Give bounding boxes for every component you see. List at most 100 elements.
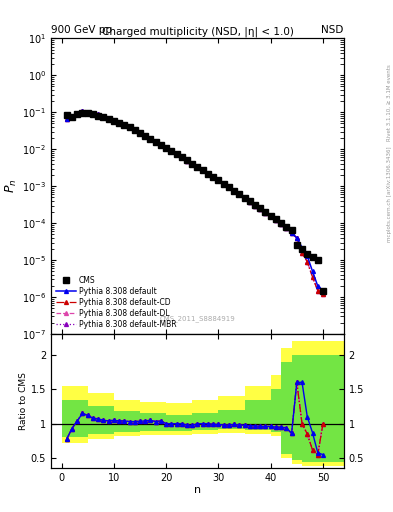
Pythia 8.308 default-MBR (70, 113, 74, 119)
Pythia 8.308 default (274, 217, 278, 223)
Pythia 8.308 default-CD (106, 115, 111, 121)
Pythia 8.308 default-CD (158, 141, 163, 147)
Pythia 8.308 default-CD (132, 126, 137, 133)
Pythia 8.308 default-MBR (132, 126, 137, 133)
CMS (279, 220, 283, 226)
Pythia 8.308 default-DL (321, 291, 325, 297)
Pythia 8.308 default-MBR (96, 111, 101, 117)
CMS (195, 164, 200, 170)
Line: CMS: CMS (64, 110, 326, 293)
CMS (112, 118, 116, 124)
Pythia 8.308 default (122, 121, 127, 127)
CMS (106, 116, 111, 122)
Pythia 8.308 default (185, 158, 189, 164)
CMS (180, 155, 184, 161)
Pythia 8.308 default-DL (85, 109, 90, 115)
Pythia 8.308 default-MBR (169, 148, 174, 154)
Pythia 8.308 default (321, 288, 325, 294)
Pythia 8.308 default-DL (70, 113, 74, 119)
Pythia 8.308 default-CD (143, 132, 147, 138)
Pythia 8.308 default-MBR (305, 259, 310, 265)
Pythia 8.308 default-CD (232, 188, 237, 194)
Pythia 8.308 default-MBR (279, 221, 283, 227)
Pythia 8.308 default-MBR (148, 135, 153, 141)
Pythia 8.308 default-CD (164, 145, 169, 151)
Pythia 8.308 default-DL (169, 148, 174, 154)
Pythia 8.308 default (195, 164, 200, 170)
Pythia 8.308 default (211, 174, 215, 180)
Pythia 8.308 default-DL (190, 161, 195, 167)
Pythia 8.308 default-DL (174, 151, 179, 157)
CMS (294, 242, 299, 248)
Pythia 8.308 default (138, 129, 142, 135)
Line: Pythia 8.308 default-DL: Pythia 8.308 default-DL (65, 109, 325, 296)
CMS (185, 157, 189, 163)
Pythia 8.308 default-MBR (258, 206, 263, 212)
Pythia 8.308 default-MBR (253, 202, 257, 208)
Pythia 8.308 default (96, 111, 101, 117)
Pythia 8.308 default-CD (101, 113, 106, 119)
Pythia 8.308 default-MBR (153, 138, 158, 144)
Pythia 8.308 default-DL (242, 195, 247, 201)
Pythia 8.308 default-DL (106, 115, 111, 121)
Pythia 8.308 default-MBR (216, 177, 221, 183)
Pythia 8.308 default-CD (138, 129, 142, 135)
Line: Pythia 8.308 default: Pythia 8.308 default (65, 109, 325, 292)
Pythia 8.308 default-DL (180, 155, 184, 161)
Legend: CMS, Pythia 8.308 default, Pythia 8.308 default-CD, Pythia 8.308 default-DL, Pyt: CMS, Pythia 8.308 default, Pythia 8.308 … (55, 274, 178, 330)
Pythia 8.308 default-DL (158, 141, 163, 147)
Pythia 8.308 default-DL (206, 170, 210, 177)
Text: mcplots.cern.ch [arXiv:1306.3436]: mcplots.cern.ch [arXiv:1306.3436] (387, 147, 392, 242)
Pythia 8.308 default-MBR (127, 124, 132, 130)
Pythia 8.308 default (305, 253, 310, 259)
Pythia 8.308 default-CD (305, 259, 310, 265)
Pythia 8.308 default-CD (117, 119, 121, 125)
Pythia 8.308 default-MBR (138, 129, 142, 135)
Pythia 8.308 default-MBR (64, 116, 69, 122)
Pythia 8.308 default (206, 170, 210, 177)
CMS (127, 124, 132, 131)
Pythia 8.308 default-DL (305, 259, 310, 265)
Text: CMS_2011_S8884919: CMS_2011_S8884919 (160, 315, 235, 322)
Pythia 8.308 default (315, 283, 320, 289)
Pythia 8.308 default-DL (138, 129, 142, 135)
Pythia 8.308 default (310, 268, 315, 274)
Pythia 8.308 default-MBR (190, 161, 195, 167)
Pythia 8.308 default-MBR (315, 288, 320, 294)
Pythia 8.308 default-MBR (195, 164, 200, 170)
Pythia 8.308 default-DL (122, 121, 127, 127)
CMS (169, 148, 174, 154)
Pythia 8.308 default-CD (300, 249, 305, 255)
Pythia 8.308 default-MBR (174, 151, 179, 157)
Pythia 8.308 default (106, 115, 111, 121)
Pythia 8.308 default-CD (284, 225, 289, 231)
Pythia 8.308 default-CD (90, 110, 95, 116)
Pythia 8.308 default (180, 155, 184, 161)
Text: Rivet 3.1.10, ≥ 3.1M events: Rivet 3.1.10, ≥ 3.1M events (387, 64, 392, 141)
CMS (80, 110, 85, 116)
Pythia 8.308 default-DL (258, 206, 263, 212)
Pythia 8.308 default-MBR (263, 209, 268, 216)
Pythia 8.308 default-MBR (101, 113, 106, 119)
Pythia 8.308 default-DL (200, 167, 205, 174)
Pythia 8.308 default (85, 109, 90, 115)
Pythia 8.308 default (190, 161, 195, 167)
Pythia 8.308 default-CD (226, 184, 231, 190)
Title: Charged multiplicity (NSD, |η| < 1.0): Charged multiplicity (NSD, |η| < 1.0) (101, 26, 294, 37)
CMS (75, 111, 80, 117)
Pythia 8.308 default-CD (85, 109, 90, 115)
CMS (242, 195, 247, 201)
Pythia 8.308 default-CD (294, 235, 299, 241)
Pythia 8.308 default (253, 202, 257, 208)
Pythia 8.308 default-CD (253, 202, 257, 208)
Pythia 8.308 default-DL (289, 230, 294, 236)
Pythia 8.308 default (148, 135, 153, 141)
Pythia 8.308 default-CD (190, 161, 195, 167)
Pythia 8.308 default-CD (122, 121, 127, 127)
Pythia 8.308 default (268, 214, 273, 220)
Line: Pythia 8.308 default-MBR: Pythia 8.308 default-MBR (65, 109, 325, 296)
Pythia 8.308 default-DL (315, 288, 320, 294)
Pythia 8.308 default-CD (75, 111, 80, 117)
Line: Pythia 8.308 default-CD: Pythia 8.308 default-CD (65, 109, 325, 296)
CMS (64, 112, 69, 118)
